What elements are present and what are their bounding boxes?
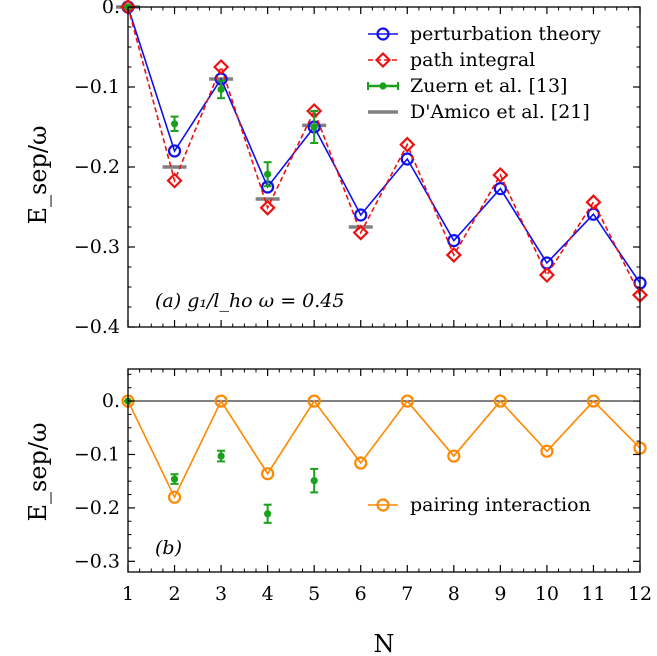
- x-axis-label: N: [374, 630, 395, 656]
- panel-b-xtick-label-10: 11: [581, 583, 605, 605]
- panel-b-ytick-label-0: 0.: [102, 390, 120, 412]
- panel-a-series-1-point-5: [352, 224, 369, 241]
- panel-a-series-2-point-4-dot: [310, 123, 318, 131]
- panel-a-legend-marker-0: [376, 27, 390, 41]
- panel-b-ytick-label-2: −0.2: [74, 497, 120, 519]
- panel-b-xtick-label-4: 5: [308, 583, 320, 605]
- panel-b-xtick-label-3: 4: [262, 583, 274, 605]
- panel-a-series-1: [119, 0, 649, 304]
- panel-a-series-2-point-4: [310, 110, 319, 144]
- panel-b-series-0-point-8: [493, 394, 507, 408]
- panel-b-series-1: [124, 397, 319, 524]
- panel-a-series-1-point-1: [166, 172, 183, 189]
- panel-b-annotation: (b): [155, 537, 182, 559]
- panel-a-legend: perturbation theory path integral Zuern et…: [367, 23, 601, 123]
- panel-a-series-0-point-5: [354, 208, 368, 222]
- panel-b-ytick-label-1: −0.1: [74, 443, 120, 465]
- panel-b-legend: pairing interaction: [368, 494, 591, 516]
- panel-b-xtick-label-7: 8: [448, 583, 460, 605]
- panel-a-series-2-point-2: [217, 79, 226, 100]
- panel-a-series-2-point-3-dot: [264, 170, 272, 178]
- panel-b-ytick-label-3: −0.3: [74, 550, 120, 572]
- panel-a-ytick-label-4: −0.4: [74, 316, 120, 338]
- panel-a-series-2-point-1: [170, 115, 179, 132]
- panel-b-xtick-label-6: 7: [401, 583, 413, 605]
- panel-b-xtick-label-11: 12: [628, 583, 652, 605]
- panel-a-series-2-point-1-dot: [170, 120, 179, 128]
- panel-b-series-0-point-3: [261, 467, 275, 481]
- panel-b-frame: [127, 368, 641, 573]
- panel-b-series-0-point-7: [447, 449, 461, 463]
- panel-b-series-1-point-1-dot: [170, 475, 179, 483]
- panel-b-xtick-label-5: 6: [355, 583, 367, 605]
- panel-b-series-1-point-3: [263, 503, 272, 524]
- panel-b-xtick-label-0: 1: [122, 583, 134, 605]
- panel-a-series-1-point-9: [538, 266, 555, 284]
- panel-a-legend-label-3: D'Amico et al. [21]: [410, 101, 590, 123]
- panel-b-xtick-label-2: 3: [215, 583, 227, 605]
- panel-a-series-1-point-3: [259, 199, 276, 216]
- panel-b-legend-label-0: pairing interaction: [410, 494, 591, 516]
- panel-a-series-1-line: [127, 6, 641, 296]
- panel-a-series-2-point-3: [263, 161, 272, 188]
- panel-b-series-0-point-5: [354, 456, 368, 470]
- panel-b: 1 2 3 4 5 6 7 8 9 10 11 120.−0.1−0.2−0.3 (b) E_sep/…: [24, 368, 652, 656]
- panel-a-series-1-point-7: [445, 246, 462, 264]
- panel-a-ylabel: E_sep/ω: [24, 125, 52, 224]
- panel-a-series-0-line: [127, 6, 641, 284]
- panel-a-series-1-point-10: [585, 194, 602, 211]
- panel-a-series-1-point-8: [492, 166, 509, 184]
- panel-b-series-0-point-6: [400, 394, 414, 408]
- panel-a-legend-marker-2: [379, 82, 387, 90]
- panel-a-series-2: [124, 3, 319, 188]
- panel-a: 0.−0.1−0.2−0.3−0.4 (a) g₁/l_ho ω = 0.45 …: [24, 0, 649, 338]
- panel-a-legend-label-0: perturbation theory: [410, 23, 601, 45]
- panel-b-series-0-point-2: [214, 394, 228, 408]
- panel-b-series-0-point-10: [586, 394, 601, 408]
- panel-a-legend-label-1: path integral: [410, 49, 535, 71]
- panel-b-xtick-label-1: 2: [168, 583, 180, 605]
- panel-b-series-1-point-2-dot: [217, 452, 225, 460]
- panel-b-series-0-line: [127, 399, 641, 500]
- panel-b-series-1-point-1: [170, 473, 179, 485]
- panel-b-series-0: [121, 394, 647, 504]
- panel-b-series-1-point-4: [310, 467, 319, 494]
- panel-b-series-0-point-9: [540, 444, 554, 458]
- panel-b-series-1-point-2: [217, 449, 226, 463]
- panel-b-series-0-point-1: [167, 490, 182, 504]
- panel-b-xtick-label-9: 10: [535, 583, 559, 605]
- panel-a-ytick-label-2: −0.2: [74, 156, 120, 178]
- panel-a-ytick-label-0: 0.: [102, 0, 120, 18]
- panel-a-ytick-label-3: −0.3: [74, 236, 120, 258]
- panel-a-series-1-point-6: [399, 136, 416, 153]
- panel-b-xtick-label-8: 9: [494, 583, 506, 605]
- panel-a-series-1-point-2: [213, 58, 230, 76]
- panel-b-series-1-point-4-dot: [310, 477, 318, 485]
- panel-a-legend-label-2: Zuern et al. [13]: [410, 75, 567, 97]
- panel-a-series-0-point-8: [493, 182, 507, 196]
- panel-a-legend-marker-1: [374, 51, 392, 69]
- panel-a-series-0-point-1: [167, 144, 182, 158]
- panel-b-legend-marker-0: [376, 498, 390, 512]
- panel-b-ylabel: E_sep/ω: [24, 422, 52, 521]
- panel-b-series-0-point-4: [307, 394, 321, 408]
- panel-a-series-3: [116, 5, 373, 229]
- panel-a-annotation: (a) g₁/l_ho ω = 0.45: [155, 290, 344, 312]
- panel-b-series-1-point-3-dot: [264, 510, 272, 518]
- panel-a-series-2-point-2-dot: [217, 85, 225, 93]
- panel-a-ytick-label-1: −0.1: [74, 76, 120, 98]
